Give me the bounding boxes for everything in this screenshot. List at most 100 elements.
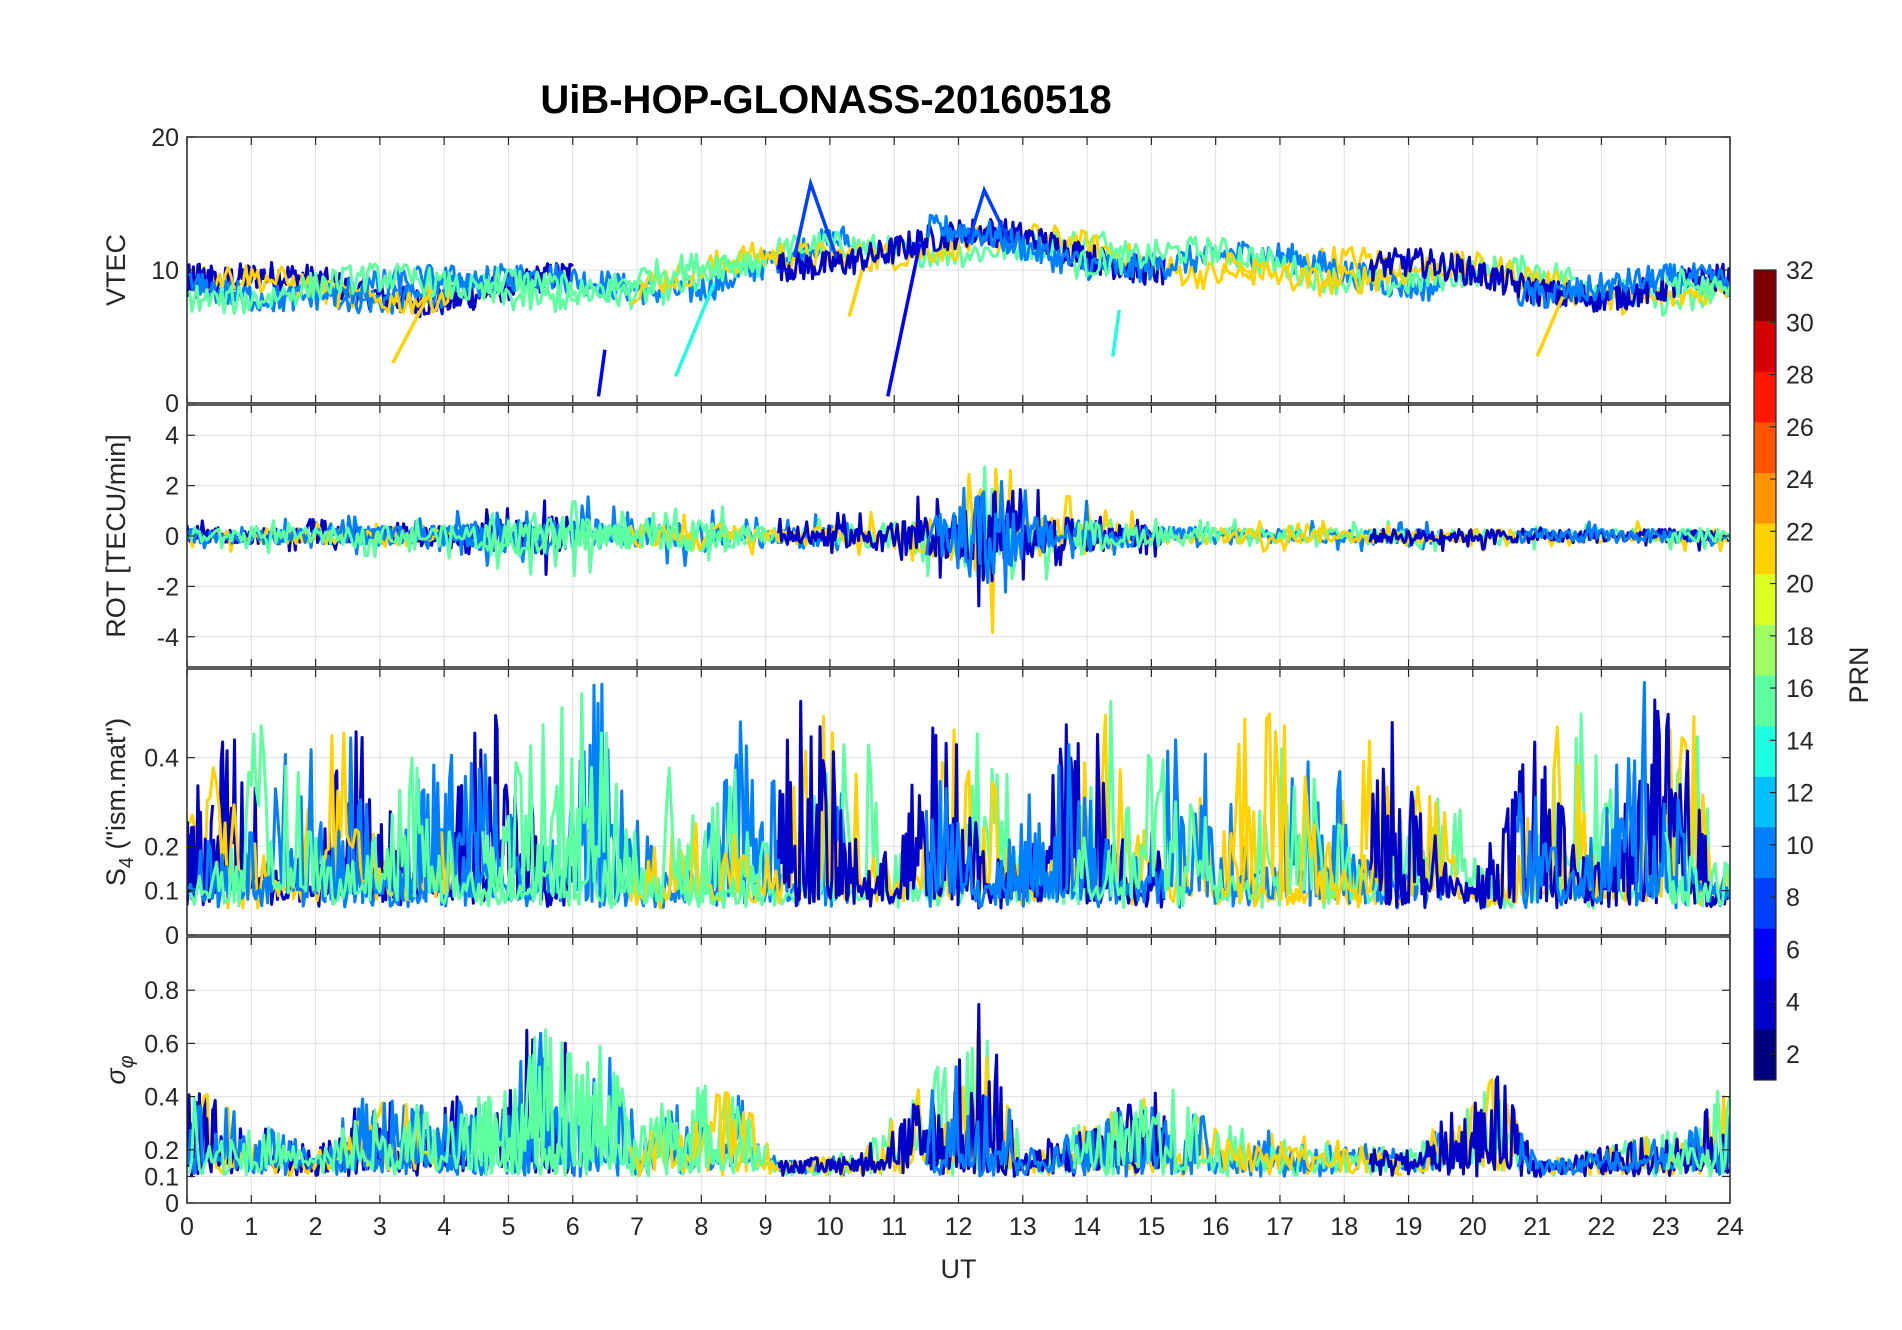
y-axis-label-main: S [101, 868, 131, 886]
colorbar-tick-label: 22 [1786, 518, 1814, 546]
series-rise [673, 282, 716, 378]
y-tick-label: 0.4 [144, 1084, 179, 1112]
series-line [188, 1028, 1730, 1178]
x-tick-label: 18 [1330, 1213, 1358, 1241]
colorbar-swatch [1754, 447, 1776, 473]
series-group [187, 681, 1730, 910]
x-axis-label: UT [941, 1254, 977, 1284]
series-group [187, 465, 1730, 635]
colorbar-swatch [1754, 852, 1776, 878]
x-tick-label: 20 [1459, 1213, 1487, 1241]
chart-title: UiB-HOP-GLONASS-20160518 [540, 78, 1111, 122]
series-peak [792, 177, 838, 258]
panel-rot: -4 -2 0 2 4 ROT [TECU/min] [101, 404, 1731, 668]
colorbar-swatch [1754, 472, 1776, 499]
y-tick-label: 20 [151, 124, 179, 152]
colorbar-swatch [1754, 826, 1776, 853]
colorbar-swatch [1754, 523, 1776, 549]
colorbar-swatch [1754, 1029, 1776, 1056]
colorbar-swatch [1754, 953, 1776, 980]
colorbar-swatch [1754, 270, 1776, 296]
colorbar-swatch [1754, 776, 1776, 803]
y-tick-label: 4 [165, 422, 179, 450]
colorbar-swatch [1754, 371, 1776, 398]
colorbar-swatch [1754, 1054, 1776, 1081]
y-tick-label: 0 [165, 523, 179, 551]
colorbar-swatch [1754, 801, 1776, 828]
colorbar-swatch [1754, 649, 1776, 676]
x-tick-label: 11 [881, 1213, 907, 1241]
y-axis-label-subscript: 4 [116, 857, 138, 868]
colorbar-tick-label: 16 [1786, 675, 1814, 703]
colorbar-tick-label: 26 [1786, 414, 1814, 442]
y-axis-label-subscript: φ [116, 1055, 138, 1068]
colorbar-swatch [1754, 750, 1776, 777]
series-rise [886, 243, 922, 397]
colorbar-tick-label: 18 [1786, 623, 1814, 651]
colorbar-swatch [1754, 624, 1776, 651]
series-group [187, 1003, 1730, 1178]
colorbar-tick-label: 20 [1786, 571, 1814, 599]
y-tick-label: 0.1 [144, 878, 179, 906]
x-tick-label: 4 [437, 1213, 451, 1241]
series-rise [596, 349, 607, 397]
x-tick-label: 5 [502, 1213, 516, 1241]
y-axis-label-main: σ [101, 1067, 131, 1085]
panel-s4: 00.10.20.4S4 ("ism.mat") [101, 668, 1731, 950]
colorbar-swatch [1754, 421, 1776, 448]
series-line [188, 723, 1730, 909]
colorbar-tick-label: 32 [1786, 257, 1814, 285]
x-tick-label: 22 [1588, 1213, 1616, 1241]
series-line [188, 500, 1730, 576]
colorbar-tick-label: 4 [1786, 989, 1800, 1017]
series-rise [1111, 309, 1121, 357]
colorbar-swatch [1754, 877, 1776, 904]
colorbar-swatch [1754, 396, 1776, 423]
y-tick-label: 2 [165, 473, 179, 501]
panel-vtec: 0 10 20 VTEC [101, 124, 1731, 418]
y-tick-label: 0.8 [144, 977, 179, 1005]
y-axis-label: ROT [TECU/min] [101, 434, 131, 638]
colorbar-swatch [1754, 497, 1776, 524]
x-tick-label: 13 [1009, 1213, 1037, 1241]
x-tick-label: 21 [1523, 1213, 1551, 1241]
x-tick-label: 19 [1395, 1213, 1423, 1241]
x-tick-label: 15 [1137, 1213, 1165, 1241]
colorbar-tick-label: 12 [1786, 780, 1814, 808]
x-tick-label: 7 [630, 1213, 644, 1241]
colorbar-swatch [1754, 295, 1776, 322]
series-rise [391, 289, 433, 364]
y-tick-label: -2 [157, 573, 179, 601]
x-tick-label: 10 [816, 1213, 844, 1241]
x-tick-label: 1 [244, 1213, 258, 1241]
series-group [187, 177, 1730, 397]
colorbar-tick-label: 10 [1786, 832, 1814, 860]
colorbar-swatch [1754, 1004, 1776, 1030]
y-tick-label: -4 [157, 624, 179, 652]
y-tick-label: 0 [165, 922, 179, 950]
series-line [925, 213, 1443, 302]
y-axis-label: σφ [101, 1055, 138, 1084]
x-tick-label: 2 [309, 1213, 323, 1241]
colorbar-tick-label: 14 [1786, 727, 1814, 755]
y-tick-label: 0.2 [144, 1137, 179, 1165]
series-line [188, 252, 1730, 315]
series-line [481, 230, 1128, 311]
colorbar-tick-label: 28 [1786, 362, 1814, 390]
colorbar-swatch [1754, 599, 1776, 625]
colorbar-tick-label: 6 [1786, 936, 1800, 964]
y-tick-label: 0.4 [144, 745, 179, 773]
x-tick-label: 0 [180, 1213, 194, 1241]
colorbar-label: PRN [1844, 646, 1874, 703]
series-line [924, 738, 1443, 910]
colorbar-swatch [1754, 700, 1776, 727]
y-tick-label: 0 [165, 390, 179, 418]
x-tick-label: 24 [1716, 1213, 1744, 1241]
colorbar-tick-label: 2 [1786, 1041, 1800, 1069]
colorbar-swatch [1754, 978, 1776, 1005]
y-tick-label: 0.2 [144, 833, 179, 861]
x-tick-label: 8 [694, 1213, 708, 1241]
